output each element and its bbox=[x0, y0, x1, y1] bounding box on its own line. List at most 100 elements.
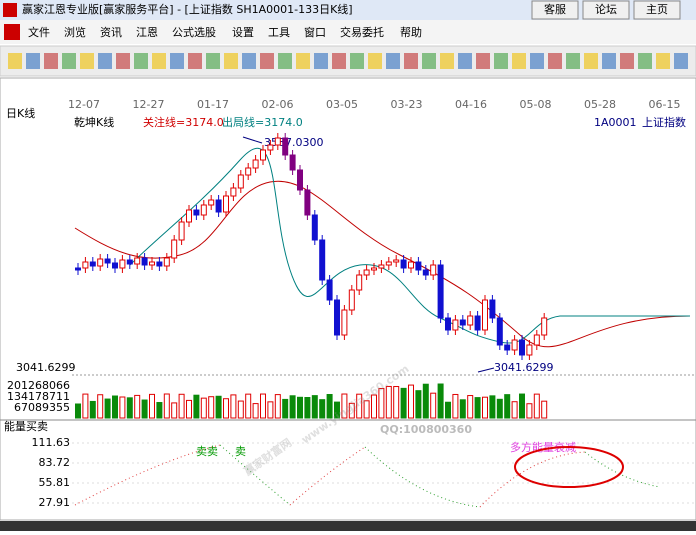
tool-icon[interactable] bbox=[296, 53, 310, 69]
tool-icon[interactable] bbox=[332, 53, 346, 69]
volume-tick: 201268066 bbox=[7, 379, 70, 392]
tool-icon[interactable] bbox=[26, 53, 40, 69]
indicator-name: 乾坤K线 bbox=[74, 115, 114, 129]
tool-icon[interactable] bbox=[8, 53, 22, 69]
window-title: 赢家江恩专业版[赢家服务平台] - [上证指数 SH1A0001-133日K线] bbox=[22, 2, 353, 16]
tool-icon[interactable] bbox=[458, 53, 472, 69]
tool-icon[interactable] bbox=[62, 53, 76, 69]
tool-icon[interactable] bbox=[350, 53, 364, 69]
tool-icon[interactable] bbox=[476, 53, 490, 69]
tool-icon[interactable] bbox=[602, 53, 616, 69]
date-label: 12-27 bbox=[133, 98, 165, 111]
tool-icon[interactable] bbox=[98, 53, 112, 69]
menu-item[interactable]: 帮助 bbox=[400, 25, 422, 39]
candle-body bbox=[200, 204, 207, 216]
volume-bar bbox=[415, 390, 422, 419]
volume-bar bbox=[445, 401, 451, 419]
candle-body bbox=[260, 149, 266, 161]
title-button-label[interactable]: 主页 bbox=[646, 3, 668, 16]
tool-icon[interactable] bbox=[206, 53, 220, 69]
menu-item[interactable]: 窗口 bbox=[304, 25, 326, 39]
volume-bar bbox=[208, 396, 215, 419]
candle-body bbox=[289, 154, 296, 171]
signal: 卖 bbox=[235, 445, 246, 458]
tool-icon[interactable] bbox=[584, 53, 598, 69]
volume-bar bbox=[378, 387, 385, 419]
candle-body bbox=[311, 214, 318, 241]
menu-item[interactable]: 浏览 bbox=[64, 25, 86, 39]
candle-body bbox=[422, 269, 429, 276]
tool-icon[interactable] bbox=[314, 53, 328, 69]
tool-icon[interactable] bbox=[620, 53, 634, 69]
menu-item[interactable]: 江恩 bbox=[136, 26, 158, 39]
tool-icon[interactable] bbox=[278, 53, 292, 69]
candle-body bbox=[186, 209, 192, 223]
menu-item[interactable]: 工具 bbox=[268, 26, 290, 39]
volume-bar bbox=[430, 392, 437, 419]
tool-icon[interactable] bbox=[422, 53, 436, 69]
date-label: 06-15 bbox=[649, 98, 681, 111]
app-icon bbox=[3, 3, 17, 17]
tool-icon[interactable] bbox=[548, 53, 562, 69]
tool-icon[interactable] bbox=[656, 53, 670, 69]
volume-bar bbox=[519, 393, 525, 419]
tool-icon[interactable] bbox=[674, 53, 688, 69]
title-button[interactable] bbox=[531, 0, 579, 20]
candle-body bbox=[519, 339, 525, 356]
menu-item[interactable]: 文件 bbox=[28, 25, 50, 39]
candle-body bbox=[341, 309, 348, 336]
tool-icon[interactable] bbox=[386, 53, 400, 69]
volume-bar bbox=[119, 396, 126, 419]
candle-body bbox=[541, 317, 548, 336]
tool-icon[interactable] bbox=[242, 53, 256, 69]
tool-icon[interactable] bbox=[152, 53, 166, 69]
title-button[interactable] bbox=[633, 0, 681, 20]
tool-icon[interactable] bbox=[80, 53, 94, 69]
volume-bar bbox=[474, 397, 481, 419]
tool-icon[interactable] bbox=[224, 53, 238, 69]
menu-item[interactable]: 资讯 bbox=[100, 26, 122, 39]
volume-bar bbox=[163, 393, 170, 419]
volume-bar bbox=[112, 395, 118, 419]
title-button[interactable] bbox=[582, 0, 630, 20]
title-button-label[interactable]: 论坛 bbox=[595, 2, 617, 16]
candle-body bbox=[334, 299, 340, 336]
candle-body bbox=[267, 144, 274, 151]
tool-icon[interactable] bbox=[188, 53, 202, 69]
volume-bar bbox=[252, 403, 259, 419]
volume-bar bbox=[408, 384, 414, 419]
volume-bar bbox=[215, 395, 222, 419]
volume-bar bbox=[393, 386, 400, 419]
tool-icon[interactable] bbox=[116, 53, 130, 69]
tool-icon[interactable] bbox=[530, 53, 544, 69]
menu-item[interactable]: 设置 bbox=[232, 26, 254, 39]
low-pointer bbox=[477, 367, 495, 373]
tool-icon[interactable] bbox=[566, 53, 580, 69]
candle-body bbox=[297, 169, 303, 191]
stock-name: 上证指数 bbox=[642, 115, 686, 129]
watermark-qq: QQ:100800360 bbox=[380, 423, 472, 436]
tool-icon[interactable] bbox=[260, 53, 274, 69]
tool-icon[interactable] bbox=[638, 53, 652, 69]
candle-body bbox=[193, 209, 200, 216]
tool-icon[interactable] bbox=[404, 53, 418, 69]
candle-body bbox=[163, 257, 170, 267]
candle-body bbox=[75, 267, 81, 271]
tool-icon[interactable] bbox=[170, 53, 184, 69]
tool-icon[interactable] bbox=[440, 53, 454, 69]
menu-item[interactable]: 公式选股 bbox=[172, 26, 216, 39]
candle-body bbox=[141, 257, 148, 266]
menu-item[interactable]: 交易委托 bbox=[340, 25, 384, 39]
tool-icon[interactable] bbox=[134, 53, 148, 69]
tool-icon[interactable] bbox=[494, 53, 508, 69]
title-button-label[interactable]: 客服 bbox=[544, 2, 566, 16]
volume-bar bbox=[334, 401, 340, 419]
volume-bar bbox=[104, 398, 111, 419]
candle-body bbox=[178, 221, 185, 241]
tool-icon[interactable] bbox=[512, 53, 526, 69]
volume-bar bbox=[511, 401, 518, 419]
candle-body bbox=[319, 239, 326, 281]
tool-icon[interactable] bbox=[368, 53, 382, 69]
candle-body bbox=[385, 261, 392, 266]
tool-icon[interactable] bbox=[44, 53, 58, 69]
